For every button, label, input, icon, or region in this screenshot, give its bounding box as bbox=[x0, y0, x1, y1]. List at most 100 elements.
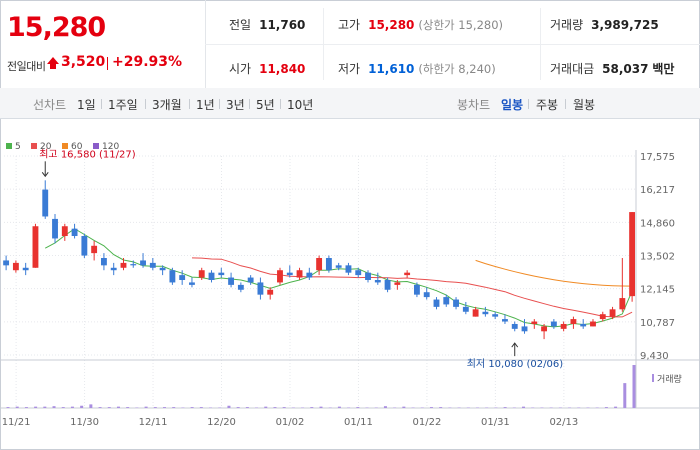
divider bbox=[145, 99, 146, 109]
volume-bar bbox=[52, 406, 56, 408]
period-1d[interactable]: 1일 bbox=[77, 98, 96, 112]
price-summary: 15,280 전일대비 3,520 +29.93% 전일 11,760 고가 15,… bbox=[0, 0, 700, 89]
volume-bar bbox=[273, 407, 277, 408]
candle-monthly[interactable]: 월봉 bbox=[573, 98, 596, 112]
current-price-box: 15,280 전일대비 3,520 +29.93% bbox=[0, 0, 206, 88]
volume-bar bbox=[439, 407, 443, 408]
candle-body bbox=[325, 258, 332, 271]
candle-body bbox=[511, 323, 518, 329]
volume-bar bbox=[245, 407, 249, 408]
legend-label-120: 120 bbox=[102, 142, 119, 152]
candle-body bbox=[71, 228, 78, 237]
period-1w[interactable]: 1주일 bbox=[108, 98, 138, 112]
candle-body bbox=[365, 272, 371, 280]
candle-weekly[interactable]: 주봉 bbox=[536, 98, 559, 112]
volume-bar bbox=[227, 405, 231, 408]
volume-bar bbox=[522, 406, 526, 408]
candle-body bbox=[531, 321, 538, 324]
y-tick-label: 12,145 bbox=[640, 285, 675, 296]
volume-bar bbox=[43, 406, 47, 408]
candle-body bbox=[570, 319, 577, 324]
legend-swatch-60 bbox=[62, 143, 68, 149]
volume-bar bbox=[116, 406, 120, 408]
lower-limit: (하한가 8,240) bbox=[418, 62, 496, 76]
x-tick-label: 01/02 bbox=[276, 417, 305, 428]
candle-body bbox=[384, 279, 391, 290]
volume-bar bbox=[614, 406, 618, 408]
candle-body bbox=[521, 326, 528, 332]
change-label: 전일대비 bbox=[7, 60, 46, 73]
change-value: 3,520 bbox=[61, 54, 106, 70]
volume-bar bbox=[172, 407, 176, 408]
volume-bar bbox=[402, 406, 406, 408]
divider bbox=[280, 99, 281, 109]
volume-bar bbox=[70, 406, 74, 408]
low-annotation: 최저 10,080 (02/06) bbox=[467, 358, 563, 370]
legend-swatch-5 bbox=[6, 143, 12, 149]
volume-bar bbox=[80, 405, 84, 408]
volume-bar bbox=[236, 407, 240, 408]
stock-chart[interactable]: 5 20 60 120 17,575 16,217 14,860 13,502 12,145 10… bbox=[0, 119, 700, 450]
candle-body bbox=[462, 306, 469, 312]
upper-limit: (상한가 15,280) bbox=[418, 18, 504, 32]
ma-60-line bbox=[475, 259, 633, 287]
candle-body bbox=[580, 323, 587, 327]
volume-bar bbox=[383, 406, 387, 408]
low-value: 11,610 bbox=[368, 62, 415, 76]
y-tick-label: 17,575 bbox=[640, 152, 675, 163]
period-1y[interactable]: 1년 bbox=[196, 98, 215, 112]
period-5y[interactable]: 5년 bbox=[256, 98, 275, 112]
candle-body bbox=[502, 319, 508, 322]
volume-bar bbox=[34, 406, 38, 408]
candle-daily[interactable]: 일봉 bbox=[501, 98, 524, 112]
candle-body bbox=[590, 321, 596, 327]
volume: 거래량 3,989,725 bbox=[550, 16, 659, 33]
divider bbox=[565, 99, 566, 109]
y-tick-label: 10,787 bbox=[640, 318, 675, 329]
candle-chart-title: 봉차트 bbox=[457, 98, 491, 112]
candle-body bbox=[296, 270, 303, 278]
divider bbox=[249, 99, 250, 109]
candle-body bbox=[169, 270, 176, 283]
volume-bar bbox=[429, 407, 433, 408]
low-label: 저가 bbox=[338, 62, 361, 76]
period-3y[interactable]: 3년 bbox=[226, 98, 245, 112]
candle-body bbox=[208, 272, 215, 280]
change-divider bbox=[107, 57, 108, 70]
candle-body bbox=[316, 258, 323, 271]
volume-bar bbox=[163, 407, 166, 408]
volume-bar bbox=[503, 407, 507, 408]
candle-body bbox=[120, 262, 127, 268]
candle-body bbox=[560, 323, 567, 329]
volume-bar bbox=[126, 407, 130, 408]
candle-body bbox=[228, 277, 235, 285]
x-tick-label: 12/20 bbox=[207, 417, 236, 428]
candle-body bbox=[277, 270, 283, 283]
prev-close: 전일 11,760 bbox=[229, 16, 305, 33]
candle-body bbox=[61, 226, 68, 237]
high-annotation: 최고 16,580 (11/27) bbox=[39, 148, 135, 160]
volume-bar bbox=[98, 407, 102, 408]
volume-bar bbox=[282, 407, 286, 408]
candle-body bbox=[140, 260, 146, 266]
candle-body bbox=[306, 272, 313, 278]
candle-body bbox=[453, 299, 459, 307]
candle-body bbox=[267, 289, 274, 295]
candle-body bbox=[374, 279, 381, 283]
candle-body bbox=[599, 314, 606, 320]
low-price: 저가 11,610 (하한가 8,240) bbox=[338, 60, 496, 77]
period-10y[interactable]: 10년 bbox=[287, 98, 314, 112]
high-value: 15,280 bbox=[368, 18, 415, 32]
x-tick-label: 01/22 bbox=[413, 417, 442, 428]
volume-legend-label: 거래량 bbox=[657, 373, 682, 385]
line-chart-title: 선차트 bbox=[33, 98, 67, 112]
candle-body bbox=[619, 298, 626, 310]
y-tick-label: 13,502 bbox=[640, 252, 675, 263]
candle-body bbox=[492, 314, 499, 317]
y-tick-label: 14,860 bbox=[640, 218, 675, 229]
volume-bar bbox=[153, 407, 157, 408]
volume-label: 거래량 bbox=[550, 18, 584, 32]
divider bbox=[205, 44, 700, 45]
period-3m[interactable]: 3개월 bbox=[152, 98, 182, 112]
amount-value: 58,037 bbox=[602, 62, 649, 76]
